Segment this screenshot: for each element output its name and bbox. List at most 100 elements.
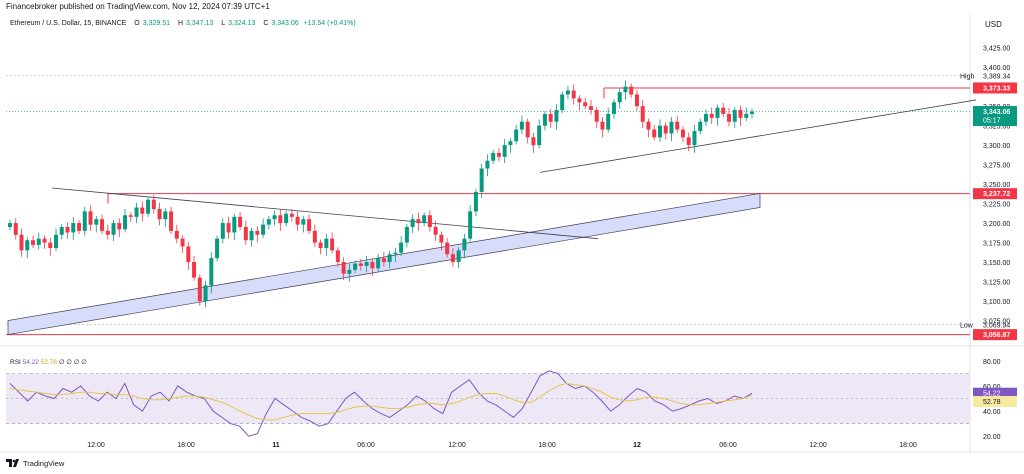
candle-body (560, 94, 565, 111)
candle-body (709, 113, 714, 118)
candle-body (422, 215, 427, 224)
candle-body (479, 168, 484, 192)
time-tick-label: 18:00 (538, 442, 556, 449)
candle-body (48, 242, 53, 249)
candle-body (594, 110, 599, 122)
candle-body (238, 216, 243, 227)
rsi-ma-line (9, 382, 753, 421)
candle-body (381, 258, 386, 263)
price-tick-label: 3,400.00 (983, 65, 1010, 72)
symbol-name: Ethereum / U.S. Dollar, 15, BINANCE (10, 20, 127, 27)
candle-body (617, 92, 622, 103)
time-tick-label: 12:00 (448, 442, 466, 449)
candle-body (157, 209, 162, 220)
time-tick-label: 12:00 (87, 442, 105, 449)
descending-trendline (51, 187, 599, 240)
candle-body (399, 242, 404, 253)
time-tick-label: 12:00 (809, 442, 827, 449)
price-label: 3,069.94 (983, 322, 1010, 329)
candle-body (335, 250, 340, 263)
price-tick-label: 3,125.00 (983, 280, 1010, 287)
candle-body (318, 242, 323, 249)
candle-body (140, 207, 145, 214)
currency-label[interactable]: USD (985, 20, 1002, 29)
candle-body (519, 121, 524, 130)
candle-body (726, 113, 731, 122)
candle-body (588, 106, 593, 111)
candle-body (410, 219, 415, 227)
candle-body (433, 226, 438, 235)
candle-body (542, 113, 547, 126)
candle-body (404, 226, 409, 243)
open-value: 3,329.51 (142, 20, 170, 27)
candle-body (353, 263, 358, 270)
rsi-tick-label: 60.00 (983, 384, 1001, 391)
candle-body (571, 90, 576, 99)
candle-body (744, 113, 749, 118)
change-value: +13.54 (+0.41%) (303, 20, 356, 27)
trendlines (7, 99, 977, 335)
rsi-tick-label: 40.00 (983, 409, 1001, 416)
price-tick-label: 3,250.00 (983, 182, 1010, 189)
price-tick-label: 3,150.00 (983, 260, 1010, 267)
candle-body (307, 219, 312, 231)
rsi-value-box (973, 387, 1017, 399)
time-axis[interactable]: 12:00 18:00 11 06:00 12:00 18:00 12 06:00 12:00 1… (87, 442, 917, 449)
candle-body (491, 152, 496, 161)
candle-body (675, 121, 680, 130)
candle-body (640, 106, 645, 122)
candle-body (347, 269, 352, 274)
price-label: 3,343.06 (983, 109, 1010, 116)
price-tick-label: 3,325.00 (983, 124, 1010, 131)
candle-body (42, 238, 47, 243)
candle-body (77, 223, 82, 231)
candle-body (31, 240, 36, 245)
candle-body (387, 254, 392, 263)
candle-body (623, 86, 628, 93)
tradingview-logo[interactable]: TradingView (6, 458, 64, 468)
candle-body (330, 238, 335, 251)
published-caption: Financebroker published on TradingView.c… (6, 2, 270, 11)
rsi-line (9, 370, 753, 437)
price-tick-label: 3,100.00 (983, 299, 1010, 306)
candle-body (370, 262, 375, 269)
candle-body (548, 113, 553, 122)
price-tick-label: 3,275.00 (983, 163, 1010, 170)
candle-body (232, 216, 237, 233)
rsi-label: RSI (10, 359, 21, 366)
candle-body (669, 121, 674, 134)
candle-body (203, 285, 208, 302)
candle-body (65, 226, 70, 233)
candle-body (456, 250, 461, 263)
candle-body (600, 121, 605, 130)
candle-body (192, 262, 197, 278)
candle-body (243, 226, 248, 241)
support-trendline (539, 99, 977, 173)
candle-body (565, 90, 570, 95)
candle-body (554, 110, 559, 122)
tradingview-logo-icon (6, 459, 19, 467)
time-tick-label: 12 (633, 442, 641, 449)
price-label: 3,056.87 (983, 332, 1010, 339)
rsi-legend[interactable]: RSI 54.22 52.78 ∅ ∅ ∅ ∅ (10, 358, 87, 366)
symbol-legend[interactable]: Ethereum / U.S. Dollar, 15, BINANCE O 3,3… (10, 20, 356, 27)
candle-body (266, 219, 271, 225)
candle-body (59, 226, 64, 235)
rsi-tick-label: 20.00 (983, 434, 1001, 441)
candle-body (629, 86, 634, 95)
price-axis[interactable]: 3,425.003,400.003,375.003,350.003,325.00… (960, 46, 1017, 442)
candle-body (445, 242, 450, 255)
candle-body (502, 145, 507, 157)
time-tick-label: 11 (272, 442, 280, 449)
time-tick-label: 18:00 (899, 442, 917, 449)
candle-body (606, 113, 611, 130)
candle-body (583, 102, 588, 107)
candle-body (163, 211, 168, 220)
candle-body (514, 129, 519, 142)
rsi-ma-value-box (973, 396, 1017, 408)
candle-body (36, 238, 41, 245)
candle-body (71, 223, 76, 233)
candle-body (8, 223, 12, 227)
candle-body (272, 215, 277, 220)
candle-body (611, 102, 616, 114)
